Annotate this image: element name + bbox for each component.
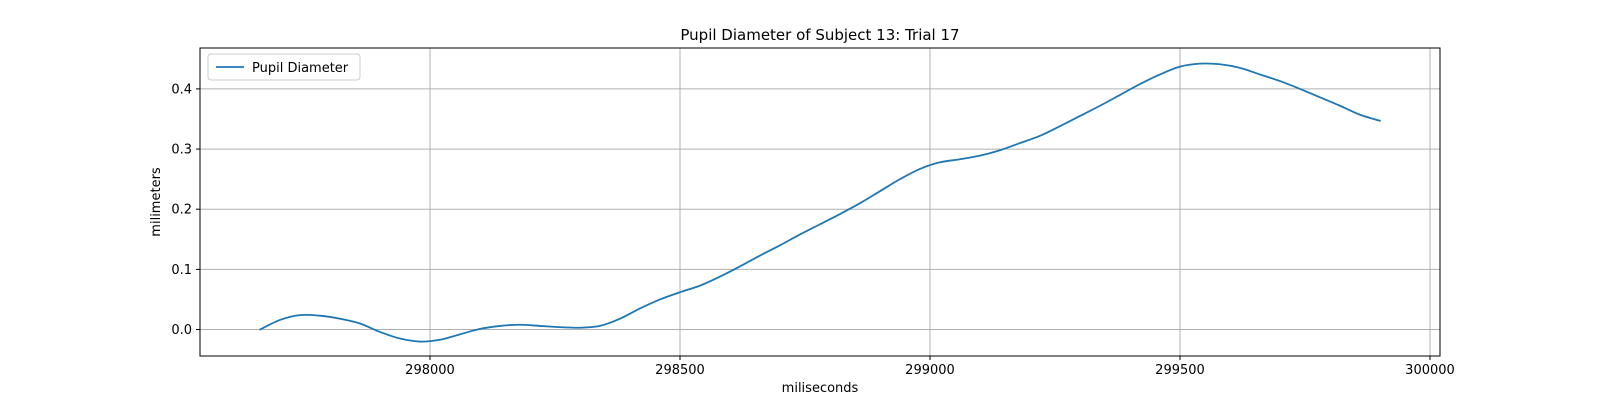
legend-label-pupil-diameter: Pupil Diameter: [252, 61, 349, 76]
y-axis-title: milimeters: [149, 167, 164, 237]
x-tick-label: 298000: [405, 363, 455, 378]
series-layer: [259, 62, 1381, 343]
x-axis-title: miliseconds: [782, 381, 859, 396]
chart-title: Pupil Diameter of Subject 13: Trial 17: [680, 26, 959, 44]
y-tick-label: 0.0: [171, 323, 192, 338]
plot-frame: [199, 47, 1441, 357]
y-axis-ticks: 0.0 0.1 0.2 0.3 0.4: [171, 82, 200, 338]
legend-box: [207, 53, 361, 81]
x-tick-label: 299500: [1155, 363, 1205, 378]
series-line-pupil-diameter: [259, 62, 1381, 343]
legend: Pupil Diameter: [207, 53, 361, 81]
y-tick-label: 0.4: [171, 82, 192, 97]
plot-area: [200, 48, 1440, 356]
x-tick-label: 300000: [1405, 363, 1455, 378]
y-tick-label: 0.1: [171, 263, 192, 278]
y-gridlines: [200, 88, 1440, 331]
y-tick-label: 0.3: [171, 143, 192, 158]
x-axis-ticks: 298000 298500 299000 299500 300000: [405, 356, 1455, 378]
x-tick-label: 298500: [655, 363, 705, 378]
y-tick-label: 0.2: [171, 203, 192, 218]
x-tick-label: 299000: [905, 363, 955, 378]
x-gridlines: [429, 48, 1431, 356]
